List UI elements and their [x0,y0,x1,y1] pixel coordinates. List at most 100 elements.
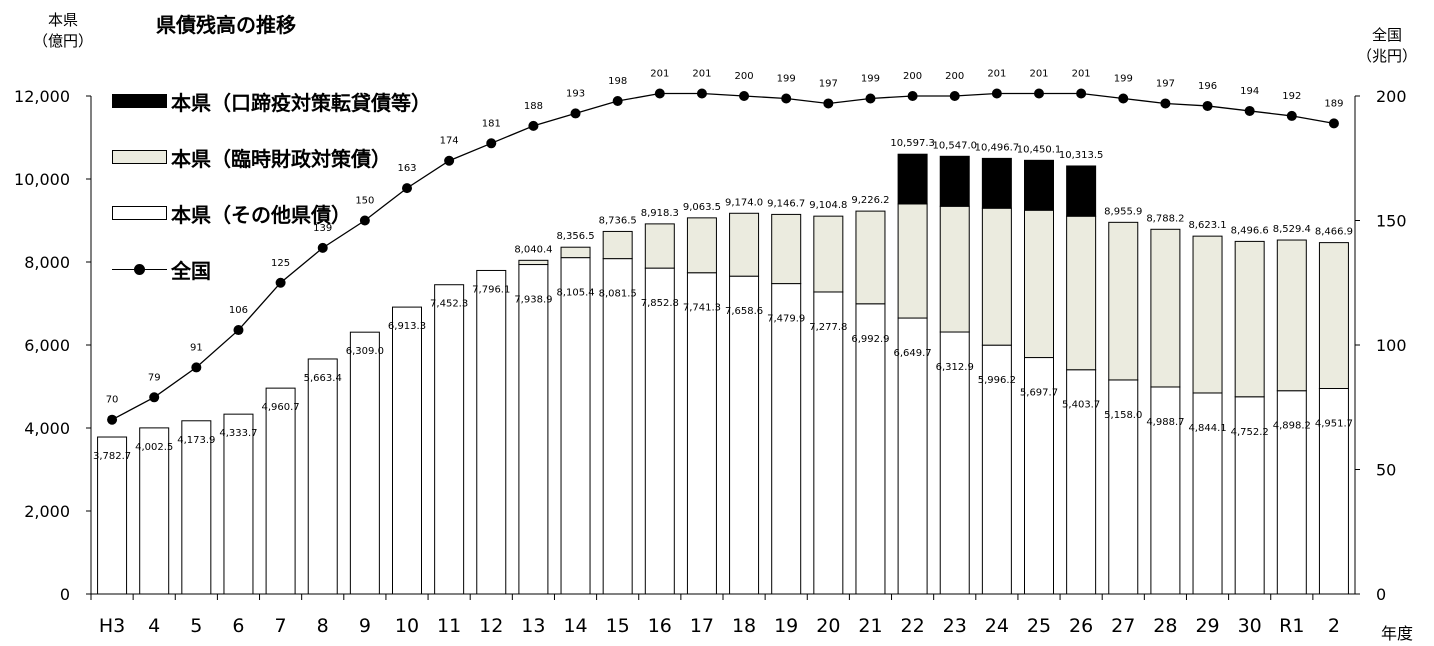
data-label-total: 10,496.7 [975,142,1020,153]
x-tick-label: 11 [437,615,461,637]
data-label-total: 10,597.3 [890,138,935,149]
bar-temporary [897,203,928,319]
x-tick-label: R1 [1279,615,1304,637]
data-label-other: 7,479.9 [767,314,805,325]
x-tick-label: 5 [190,615,202,637]
bar-other [560,257,591,595]
bar-other [855,303,886,595]
data-label-total: 9,063.5 [683,202,721,213]
data-label-other: 4,988.7 [1146,417,1184,428]
bar-other [307,358,338,595]
data-label-other: 7,852.8 [641,298,679,309]
data-label-national: 192 [1282,91,1301,102]
data-label-national: 150 [355,196,374,207]
data-label-other: 4,752.2 [1231,427,1269,438]
legend-item-temporary: 本県（臨時財政対策債） [112,142,431,172]
right-tick-label: 100 [1376,336,1407,355]
data-label-total: 8,788.2 [1146,213,1184,224]
x-tick-label: 30 [1238,615,1262,637]
bar-temporary [729,212,760,277]
legend-label-fmd: 本県（口蹄疫対策転貸債等） [171,90,431,115]
data-label-total: 8,040.4 [514,244,552,255]
bar-other [181,420,212,595]
data-label-other: 7,658.6 [725,306,763,317]
bar-other [686,272,717,595]
data-label-national: 181 [482,118,501,129]
legend-item-fmd: 本県（口蹄疫対策転貸債等） [112,86,431,116]
data-label-other: 4,898.2 [1273,421,1311,432]
left-tick-label: 6,000 [24,336,70,355]
bar-temporary [560,246,591,259]
data-label-other: 6,649.7 [894,348,932,359]
x-tick-label: 9 [359,615,371,637]
data-label-other: 5,996.2 [978,375,1016,386]
x-tick-label: 7 [275,615,287,637]
point-national [823,98,834,109]
bar-other [813,291,844,595]
bar-temporary [981,207,1012,346]
point-national [486,138,497,149]
x-tick-label: 4 [148,615,160,637]
data-label-total: 8,466.9 [1315,227,1353,238]
data-label-total: 8,496.6 [1231,225,1269,236]
point-national [275,277,286,288]
left-axis-unit-line1: 本県 [47,11,78,29]
point-national [359,215,370,226]
bar-other [518,264,549,595]
x-tick-label: 24 [985,615,1009,637]
x-tick-label: 10 [395,615,419,637]
point-national [1160,98,1171,109]
left-tick-label: 2,000 [24,502,70,521]
data-label-national: 163 [397,163,416,174]
point-national [402,183,412,194]
bar-other [1108,379,1139,595]
data-label-national: 198 [608,76,627,87]
legend-line-national [112,262,167,276]
data-label-national: 201 [1072,69,1091,80]
x-tick-label: 15 [606,615,630,637]
bar-other [1234,396,1265,595]
bar-temporary [644,223,675,269]
bar-other [434,284,465,595]
bar-temporary [686,217,717,274]
bar-other [644,267,675,595]
data-label-other: 7,741.3 [683,303,721,314]
point-national [444,155,455,166]
data-label-national: 197 [819,78,838,89]
x-tick-label: 19 [774,615,798,637]
data-label-other: 3,782.7 [93,451,131,462]
point-national [991,88,1002,99]
x-tick-label: 16 [648,615,672,637]
point-national [233,325,244,336]
legend-label-national: 全国 [171,258,211,283]
data-label-other: 7,796.1 [472,284,510,295]
bar-temporary [1150,228,1181,388]
data-label-national: 196 [1198,81,1217,92]
data-label-other: 6,309.0 [346,346,384,357]
bar-temporary [1234,240,1265,398]
bar-other [476,269,507,595]
data-label-total: 10,547.0 [932,140,977,151]
bar-other [897,317,928,595]
bar-temporary [518,259,549,266]
right-axis-unit-line2: （兆円） [1356,47,1417,65]
bar-temporary [939,205,970,333]
x-tick-label: 28 [1153,615,1177,637]
point-national [654,88,665,99]
x-tick-label: 6 [232,615,244,637]
right-tick-label: 0 [1376,585,1386,604]
data-label-national: 197 [1156,78,1175,89]
data-label-other: 4,951.7 [1315,419,1353,430]
point-national [781,93,792,104]
point-national [570,108,581,119]
x-tick-label: 22 [901,615,925,637]
data-label-national: 174 [440,136,459,147]
bar-temporary [1066,215,1097,371]
data-label-total: 8,955.9 [1104,206,1142,217]
data-label-national: 199 [1114,73,1133,84]
legend: 本県（口蹄疫対策転貸債等） 本県（臨時財政対策債） 本県（その他県債） 全国 [112,86,431,310]
bar-temporary [602,230,633,260]
bar-temporary [1318,242,1349,390]
x-tick-label: 25 [1027,615,1051,637]
data-label-total: 8,529.4 [1273,224,1311,235]
